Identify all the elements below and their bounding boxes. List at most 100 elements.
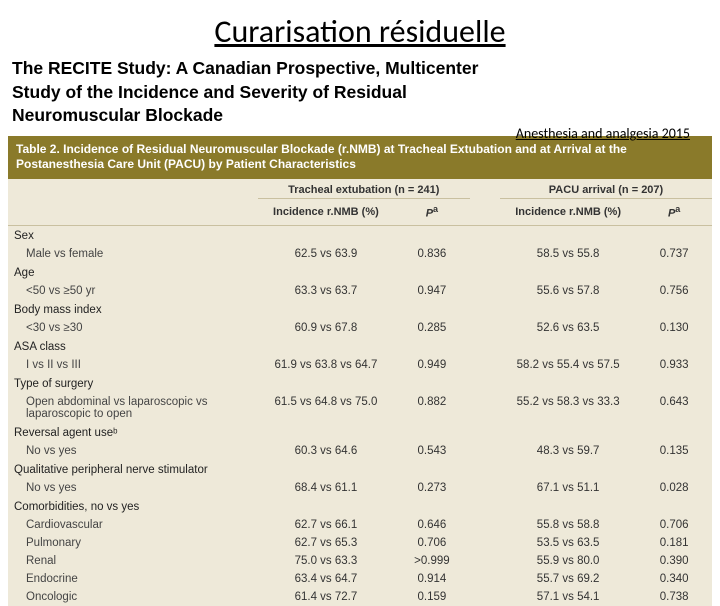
row-label: Renal <box>8 552 258 570</box>
table-row: Male vs female62.5 vs 63.90.836 58.5 vs 5… <box>8 245 712 263</box>
cell-incidence-1: 62.7 vs 66.1 <box>258 516 394 534</box>
col-header-p-1: Pa <box>394 199 470 226</box>
category-label: ASA class <box>8 337 712 356</box>
row-label: Oncologic <box>8 588 258 606</box>
table-row: Qualitative peripheral nerve stimulator <box>8 460 712 479</box>
cell-p-2: 0.028 <box>636 479 712 497</box>
cell-p-2: 0.130 <box>636 319 712 337</box>
col-header-p-2: Pa <box>636 199 712 226</box>
cell-p-2: 0.390 <box>636 552 712 570</box>
cell-incidence-2: 55.8 vs 58.8 <box>500 516 636 534</box>
category-label: Age <box>8 263 712 282</box>
category-label: Qualitative peripheral nerve stimulator <box>8 460 712 479</box>
table-row: Oncologic61.4 vs 72.70.159 57.1 vs 54.10.… <box>8 588 712 606</box>
table-row: Age <box>8 263 712 282</box>
cell-p-1: 0.273 <box>394 479 470 497</box>
cell-p-2: 0.756 <box>636 282 712 300</box>
cell-p-1: 0.285 <box>394 319 470 337</box>
category-label: Reversal agent useᵇ <box>8 423 712 442</box>
cell-incidence-2: 57.1 vs 54.1 <box>500 588 636 606</box>
row-label: No vs yes <box>8 442 258 460</box>
table-row: ASA class <box>8 337 712 356</box>
cell-p-2: 0.181 <box>636 534 712 552</box>
cell-p-2: 0.135 <box>636 442 712 460</box>
cell-incidence-2: 58.2 vs 55.4 vs 57.5 <box>500 356 636 374</box>
col-header-incidence-2: Incidence r.NMB (%) <box>500 199 636 226</box>
cell-p-2: 0.737 <box>636 245 712 263</box>
cell-incidence-2: 67.1 vs 51.1 <box>500 479 636 497</box>
table-row: Sex <box>8 225 712 245</box>
cell-incidence-2: 53.5 vs 63.5 <box>500 534 636 552</box>
slide-title: Curarisation résiduelle <box>0 0 720 55</box>
table-row: No vs yes68.4 vs 61.10.273 67.1 vs 51.10.… <box>8 479 712 497</box>
cell-incidence-1: 75.0 vs 63.3 <box>258 552 394 570</box>
table-row: I vs II vs III61.9 vs 63.8 vs 64.70.949 5… <box>8 356 712 374</box>
row-label: <30 vs ≥30 <box>8 319 258 337</box>
category-label: Comorbidities, no vs yes <box>8 497 712 516</box>
cell-p-1: 0.914 <box>394 570 470 588</box>
table-caption: Table 2. Incidence of Residual Neuromusc… <box>8 136 712 179</box>
cell-incidence-2: 55.9 vs 80.0 <box>500 552 636 570</box>
row-label: Endocrine <box>8 570 258 588</box>
cell-incidence-1: 63.3 vs 63.7 <box>258 282 394 300</box>
row-label: Male vs female <box>8 245 258 263</box>
table-row: Pulmonary62.7 vs 65.30.706 53.5 vs 63.50.… <box>8 534 712 552</box>
cell-incidence-1: 62.7 vs 65.3 <box>258 534 394 552</box>
cell-incidence-1: 63.4 vs 64.7 <box>258 570 394 588</box>
table-row: Endocrine63.4 vs 64.70.914 55.7 vs 69.20.… <box>8 570 712 588</box>
table-row: Reversal agent useᵇ <box>8 423 712 442</box>
row-label: Cardiovascular <box>8 516 258 534</box>
col-header-incidence-1: Incidence r.NMB (%) <box>258 199 394 226</box>
cell-incidence-2: 58.5 vs 55.8 <box>500 245 636 263</box>
row-label: No vs yes <box>8 479 258 497</box>
table-row: <50 vs ≥50 yr63.3 vs 63.70.947 55.6 vs 57… <box>8 282 712 300</box>
cell-incidence-2: 55.6 vs 57.8 <box>500 282 636 300</box>
study-title: The RECITE Study: A Canadian Prospective… <box>0 55 500 130</box>
col-group-pacu: PACU arrival (n = 207) <box>500 179 712 199</box>
cell-p-2: 0.706 <box>636 516 712 534</box>
category-label: Type of surgery <box>8 374 712 393</box>
col-group-extubation: Tracheal extubation (n = 241) <box>258 179 470 199</box>
row-label: I vs II vs III <box>8 356 258 374</box>
cell-p-1: 0.646 <box>394 516 470 534</box>
table-row: Cardiovascular62.7 vs 66.10.646 55.8 vs 5… <box>8 516 712 534</box>
row-label: <50 vs ≥50 yr <box>8 282 258 300</box>
table-body: SexMale vs female62.5 vs 63.90.836 58.5 v… <box>8 225 712 606</box>
data-table-container: Table 2. Incidence of Residual Neuromusc… <box>8 136 712 606</box>
cell-p-1: 0.706 <box>394 534 470 552</box>
cell-p-1: 0.882 <box>394 393 470 423</box>
cell-p-1: 0.836 <box>394 245 470 263</box>
table-row: <30 vs ≥3060.9 vs 67.80.285 52.6 vs 63.50… <box>8 319 712 337</box>
row-label: Pulmonary <box>8 534 258 552</box>
cell-incidence-2: 52.6 vs 63.5 <box>500 319 636 337</box>
cell-incidence-1: 60.9 vs 67.8 <box>258 319 394 337</box>
cell-incidence-1: 61.4 vs 72.7 <box>258 588 394 606</box>
cell-p-2: 0.340 <box>636 570 712 588</box>
table-row: Renal75.0 vs 63.3>0.999 55.9 vs 80.00.390 <box>8 552 712 570</box>
category-label: Sex <box>8 225 712 245</box>
table-row: Open abdominal vs laparoscopic vs laparo… <box>8 393 712 423</box>
data-table: Tracheal extubation (n = 241) PACU arriv… <box>8 179 712 606</box>
cell-incidence-1: 61.5 vs 64.8 vs 75.0 <box>258 393 394 423</box>
cell-p-2: 0.933 <box>636 356 712 374</box>
table-row: No vs yes60.3 vs 64.60.543 48.3 vs 59.70.… <box>8 442 712 460</box>
row-label: Open abdominal vs laparoscopic vs laparo… <box>8 393 258 423</box>
cell-incidence-2: 55.7 vs 69.2 <box>500 570 636 588</box>
cell-incidence-1: 62.5 vs 63.9 <box>258 245 394 263</box>
cell-p-1: 0.159 <box>394 588 470 606</box>
citation: Anesthesia and analgesia 2015 <box>516 125 690 142</box>
cell-incidence-1: 60.3 vs 64.6 <box>258 442 394 460</box>
category-label: Body mass index <box>8 300 712 319</box>
cell-p-1: 0.947 <box>394 282 470 300</box>
cell-incidence-1: 68.4 vs 61.1 <box>258 479 394 497</box>
cell-p-1: 0.949 <box>394 356 470 374</box>
cell-incidence-1: 61.9 vs 63.8 vs 64.7 <box>258 356 394 374</box>
table-row: Type of surgery <box>8 374 712 393</box>
cell-p-1: 0.543 <box>394 442 470 460</box>
table-row: Body mass index <box>8 300 712 319</box>
cell-p-2: 0.643 <box>636 393 712 423</box>
cell-p-2: 0.738 <box>636 588 712 606</box>
cell-incidence-2: 48.3 vs 59.7 <box>500 442 636 460</box>
table-row: Comorbidities, no vs yes <box>8 497 712 516</box>
cell-p-1: >0.999 <box>394 552 470 570</box>
